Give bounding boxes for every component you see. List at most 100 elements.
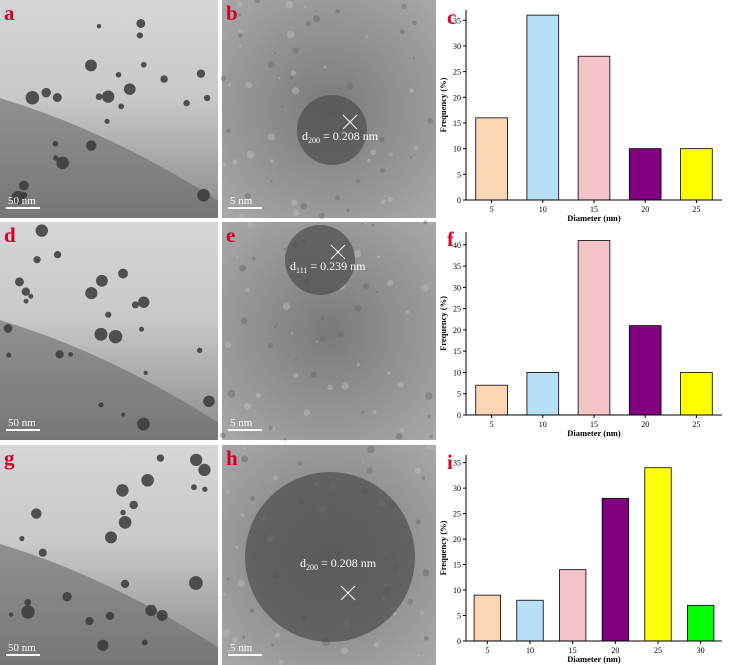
bar [559,569,587,642]
lattice-texture [422,569,430,577]
lattice-texture [267,342,274,349]
lattice-texture [387,279,394,286]
lattice-texture [356,363,360,367]
lattice-texture [415,519,421,525]
x-tick-label: 15 [569,646,577,655]
lattice-texture [273,326,277,329]
lattice-texture [274,324,278,327]
lattice-texture [268,425,273,431]
particle [203,94,211,102]
particle [137,417,150,431]
lattice-texture [267,61,275,68]
lattice-texture [337,331,344,338]
x-tick-label: 10 [539,420,547,429]
particle [53,251,62,259]
y-tick-label: 15 [453,347,461,356]
lattice-texture [291,199,298,206]
particle [105,611,115,620]
particle [8,612,14,617]
lattice-texture [414,467,422,474]
lattice-texture [335,9,341,14]
lattice-texture [236,1,243,8]
lattice-texture [362,283,370,290]
lattice-texture [247,221,254,229]
bar [628,325,662,416]
x-tick-label: 5 [485,646,489,655]
particle [55,350,64,359]
lattice-texture [334,194,341,201]
lattice-texture [297,461,303,466]
y-tick-label: 0 [457,637,461,646]
particle [160,75,168,83]
y-tick-label: 0 [457,411,461,420]
x-tick-label: 25 [654,646,662,655]
lattice-texture [379,136,385,143]
lattice-texture [226,649,231,653]
lattice-texture [282,302,291,310]
d-value: = 0.208 nm [323,129,379,143]
substrate [0,320,218,440]
lattice-texture [255,392,262,399]
lattice-texture [271,643,274,646]
lattice-texture [225,341,232,349]
scale-bar-label: 5 nm [230,417,253,429]
lattice-texture [244,402,251,410]
lattice-texture [407,599,414,605]
particle [156,454,165,462]
particle [6,352,12,358]
substrate [0,544,218,665]
x-tick-label: 10 [539,205,547,214]
lattice-texture [239,44,242,48]
particle [52,92,62,103]
lattice-texture [377,255,381,259]
particle [98,402,104,408]
lattice-texture [426,444,431,449]
d-symbol: d [302,129,308,143]
lattice-texture [340,647,348,655]
y-tick-label: 5 [457,612,461,621]
lattice-texture [269,159,274,164]
lattice-texture [387,196,394,203]
particle [120,579,130,589]
lattice-texture [238,213,244,219]
lattice-texture [412,20,417,26]
panel-letter: e [226,223,235,247]
lattice-texture [225,489,230,494]
lattice-texture [427,118,434,124]
d-value: = 0.239 nm [310,259,366,273]
particle [198,463,211,477]
particle [95,93,103,101]
lattice-texture [323,65,328,70]
particle [118,103,125,110]
lattice-texture [239,264,247,272]
lattice-texture [346,82,354,90]
lattice-texture [380,199,386,204]
d-symbol: d [300,556,306,570]
lattice-texture [315,340,318,343]
lattice-texture [412,56,415,59]
particle [33,256,41,264]
y-tick-label: 30 [453,42,461,51]
lattice-texture [238,13,242,17]
particle [3,324,13,333]
particle [136,18,146,28]
particle [96,274,108,287]
bar [516,599,544,642]
lattice-texture [417,654,421,657]
lattice-texture [245,287,250,293]
particle [97,639,109,652]
lattice-texture [241,455,249,463]
particle [140,61,147,68]
bar [628,148,662,201]
particle [56,156,69,170]
lattice-texture [251,256,256,261]
lattice-texture [387,371,391,375]
bar [644,467,672,642]
y-tick-label: 40 [453,241,461,250]
particle [136,32,143,39]
lattice-texture [346,208,350,213]
lattice-texture [424,392,433,400]
particle [203,395,215,408]
bar [526,14,560,201]
bar [475,117,508,201]
